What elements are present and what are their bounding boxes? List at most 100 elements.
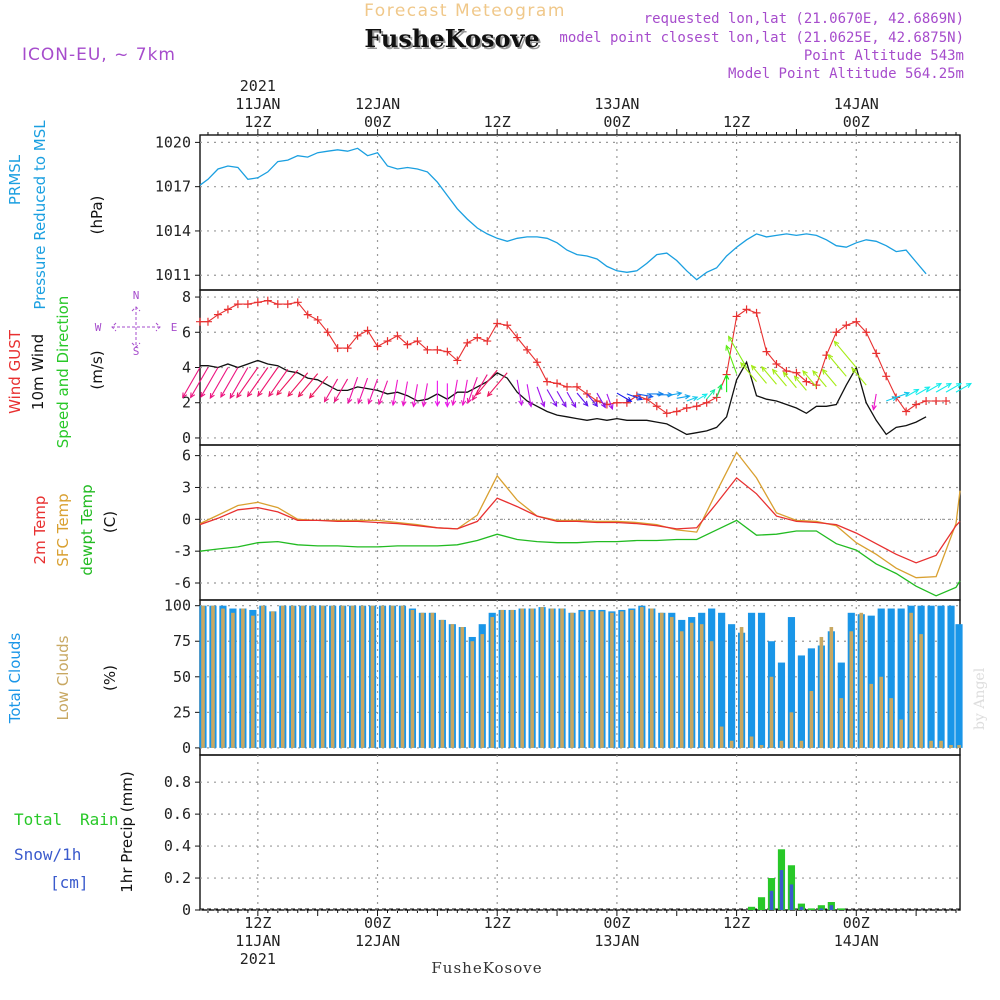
wind-vector-head bbox=[434, 400, 441, 407]
bottom-time-label: 00Z bbox=[603, 914, 630, 932]
gust-marker bbox=[263, 296, 272, 305]
gust-marker bbox=[862, 328, 871, 337]
low-cloud-bar bbox=[739, 627, 744, 748]
low-cloud-bar bbox=[799, 740, 804, 748]
wind-vector-head bbox=[692, 396, 699, 402]
wind-vector-head bbox=[527, 401, 533, 408]
bottom-time-label: 14JAN bbox=[834, 932, 879, 950]
top-time-label: 13JAN bbox=[594, 95, 639, 113]
low-cloud-bar bbox=[919, 634, 923, 748]
header-location: FusheKosove bbox=[364, 24, 539, 53]
y-tick-label: -6 bbox=[173, 574, 191, 592]
wind-vector bbox=[412, 384, 418, 407]
wind-vector bbox=[472, 374, 488, 401]
low-cloud-bar bbox=[819, 636, 824, 748]
wind-vector-head bbox=[229, 392, 235, 400]
compass-w: W bbox=[95, 321, 102, 334]
wind-vector-head bbox=[812, 369, 818, 376]
pressure-title-line2: Pressure Reduced to MSL bbox=[31, 120, 49, 310]
bottom-time-label: 00Z bbox=[364, 914, 391, 932]
wind-vector bbox=[676, 395, 690, 399]
wind-vector bbox=[309, 375, 329, 399]
low-cloud-bar bbox=[390, 605, 395, 748]
bottom-time-label: 2021 bbox=[240, 950, 276, 968]
low-cloud-bar bbox=[859, 612, 864, 748]
header-model: ICON-EU, ~ 7km bbox=[22, 45, 176, 65]
y-tick-label: -3 bbox=[173, 542, 191, 560]
y-tick-label: 1017 bbox=[155, 178, 191, 196]
header-model-point-altitude: Model Point Altitude 564.25m bbox=[728, 66, 964, 82]
wind-vector bbox=[827, 354, 847, 377]
wind-vector-head bbox=[561, 401, 567, 408]
wind-vector bbox=[378, 380, 389, 405]
precip-title-snow-unit: [cm] bbox=[50, 873, 89, 892]
wind-vector-head bbox=[571, 402, 577, 409]
top-time-label: 00Z bbox=[364, 113, 391, 131]
gust-marker bbox=[582, 389, 591, 398]
rain-bar bbox=[747, 906, 756, 910]
wind-vector-head bbox=[945, 382, 953, 389]
wind-vector bbox=[616, 392, 632, 402]
temp-title-sfc: SFC Temp bbox=[54, 493, 72, 566]
y-tick-label: 0 bbox=[182, 739, 191, 757]
low-cloud-bar bbox=[779, 740, 784, 748]
wind-vector bbox=[586, 393, 598, 407]
low-cloud-bar bbox=[889, 698, 893, 748]
wind-vector-head bbox=[323, 396, 329, 403]
wind-vector-head bbox=[475, 389, 482, 396]
total-cloud-bar bbox=[897, 608, 905, 748]
pressure-line bbox=[199, 147, 927, 281]
y-tick-label: 0.2 bbox=[164, 869, 191, 887]
wind-vector bbox=[822, 369, 837, 387]
y-tick-label: 8 bbox=[182, 288, 191, 306]
bottom-time-label: 12JAN bbox=[355, 932, 400, 950]
gust-marker bbox=[253, 298, 262, 307]
low-cloud-bar bbox=[719, 726, 724, 748]
total-cloud-bar bbox=[747, 612, 756, 748]
wind-vector-head bbox=[486, 391, 493, 398]
compass-e: E bbox=[171, 321, 178, 334]
wind-vector bbox=[761, 366, 777, 385]
low-cloud-bar bbox=[520, 608, 524, 748]
wind-vector-head bbox=[401, 400, 407, 407]
pressure-title-line1: PRMSL bbox=[6, 154, 24, 205]
wind-title-speed-dir: Speed and Direction bbox=[54, 296, 72, 449]
wind-vector-head bbox=[190, 392, 196, 399]
wind-speed-line bbox=[200, 359, 927, 436]
low-cloud-bar bbox=[749, 736, 754, 748]
wind-vector bbox=[229, 367, 249, 399]
low-cloud-bar bbox=[470, 641, 475, 748]
y-tick-label: 6 bbox=[182, 447, 191, 465]
gust-marker bbox=[732, 312, 741, 321]
wind-vector bbox=[886, 396, 897, 402]
gust-marker bbox=[333, 344, 342, 353]
wind-vector bbox=[851, 367, 867, 386]
gust-marker bbox=[553, 379, 562, 388]
gust-marker bbox=[363, 326, 372, 335]
gust-marker bbox=[632, 391, 641, 400]
wind-vector bbox=[872, 393, 877, 410]
low-cloud-bar bbox=[460, 627, 465, 748]
wind-vector bbox=[200, 367, 219, 398]
wind-vector bbox=[526, 384, 532, 407]
low-cloud-bar bbox=[829, 627, 834, 748]
gust-marker bbox=[902, 407, 911, 416]
wind-vector bbox=[696, 393, 708, 401]
gust-marker bbox=[792, 368, 801, 377]
precip-ylabel: 1hr Precip (mm) bbox=[118, 771, 136, 892]
gust-marker bbox=[832, 328, 841, 337]
wind-vector bbox=[287, 372, 309, 397]
wind-vector-head bbox=[268, 391, 274, 398]
wind-vector bbox=[794, 375, 807, 391]
wind-vector-head bbox=[676, 391, 683, 397]
wind-vector-head bbox=[209, 392, 215, 400]
low-cloud-bar bbox=[580, 611, 584, 748]
total-cloud-bar bbox=[867, 615, 875, 748]
wind-vector-head bbox=[761, 365, 767, 372]
low-cloud-bar bbox=[380, 605, 385, 748]
wind-vector bbox=[945, 383, 962, 393]
wind-vector bbox=[596, 392, 606, 408]
y-tick-label: 1020 bbox=[155, 133, 191, 151]
wind-vector-head bbox=[450, 400, 457, 407]
